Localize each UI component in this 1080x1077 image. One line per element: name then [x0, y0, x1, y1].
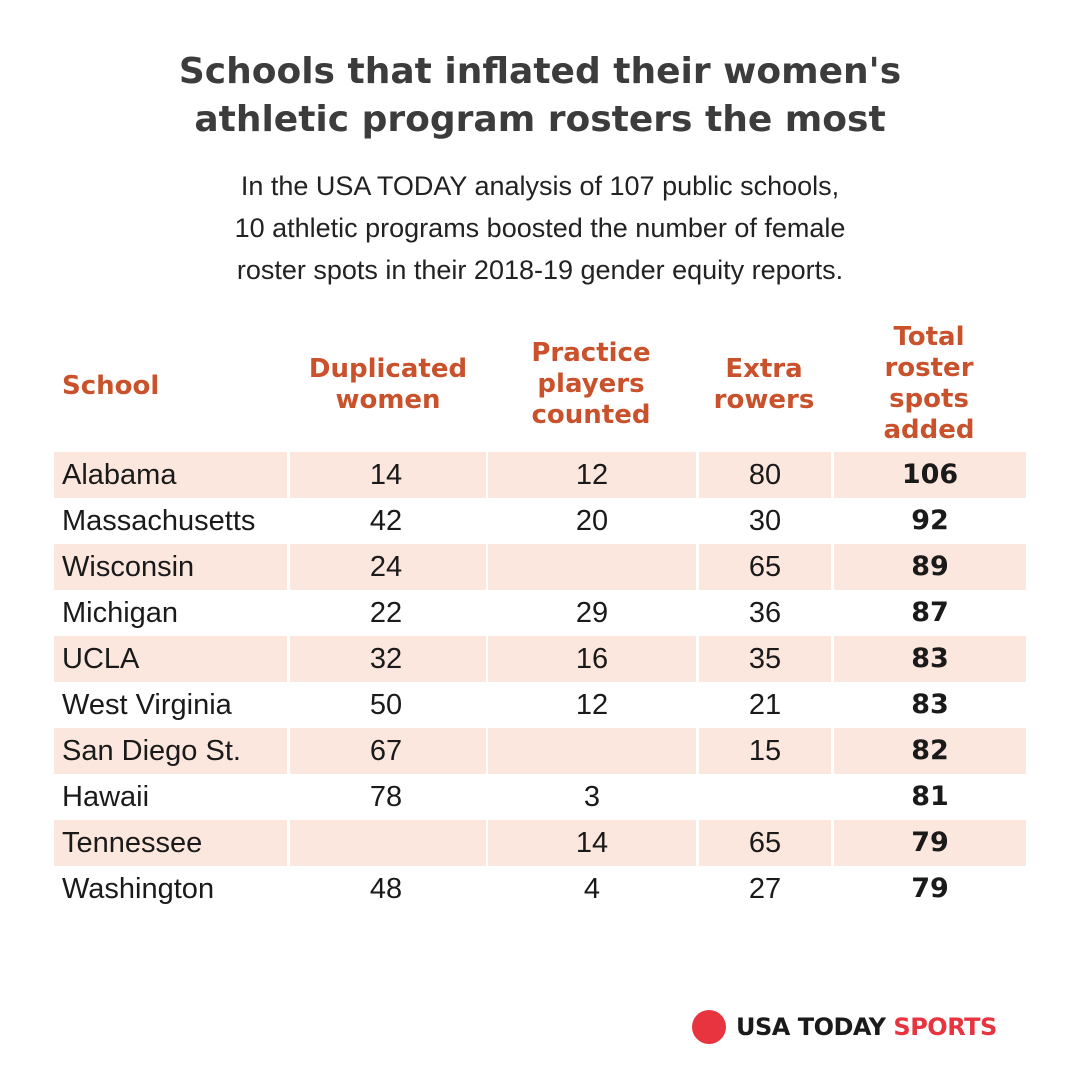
column-header-duplicated-women: Duplicated women	[290, 354, 486, 416]
table-row: Tennessee 14 65 79	[54, 820, 1026, 866]
cell-school: Massachusetts	[62, 505, 256, 537]
cell-extra-rowers: 27	[748, 873, 782, 905]
cell-extra-rowers: 30	[748, 505, 782, 537]
cell-duplicated-women: 42	[369, 505, 403, 537]
title-line: Schools that inflated their women's	[178, 51, 902, 92]
cell-extra-rowers: 80	[699, 452, 831, 498]
subtitle-line: roster spots in their 2018-19 gender equ…	[236, 255, 844, 285]
cell-extra-rowers: 65	[699, 544, 831, 590]
cell-extra-rowers: 35	[699, 636, 831, 682]
cell-duplicated-women: 67	[290, 728, 486, 774]
cell-practice-players: 3	[583, 781, 601, 813]
cell-school: Tennessee	[54, 820, 287, 866]
brand-dot-icon	[692, 1010, 726, 1044]
cell-duplicated-women	[290, 820, 486, 866]
header-line: Extra	[725, 354, 803, 384]
cell-practice-players	[488, 544, 696, 590]
cell-school: UCLA	[54, 636, 287, 682]
title-line: athletic program rosters the most	[194, 99, 886, 140]
roster-table: School Duplicated women Practice players…	[54, 322, 1026, 912]
logo-sports: SPORTS	[893, 1013, 997, 1041]
column-header-total-roster-spots: Total roster spots added	[832, 322, 1026, 446]
table-row: Michigan 22 29 36 87	[54, 590, 1026, 636]
cell-practice-players	[488, 728, 696, 774]
header-line: women	[335, 385, 441, 415]
cell-total: 79	[911, 873, 949, 904]
cell-total: 92	[911, 505, 949, 536]
cell-duplicated-women: 24	[290, 544, 486, 590]
cell-total: 106	[834, 452, 1026, 498]
subtitle-line: 10 athletic programs boosted the number …	[234, 213, 846, 243]
cell-duplicated-women: 14	[290, 452, 486, 498]
column-header-practice-players: Practice players counted	[486, 338, 696, 431]
header-line: Total	[893, 322, 965, 352]
cell-duplicated-women: 22	[369, 597, 403, 629]
chart-title: Schools that inflated their women's athl…	[0, 48, 1080, 144]
usa-today-sports-logo: USA TODAY SPORTS	[692, 1009, 997, 1045]
subtitle-line: In the USA TODAY analysis of 107 public …	[240, 171, 840, 201]
cell-total: 89	[834, 544, 1026, 590]
table-row: San Diego St. 67 15 82	[54, 728, 1026, 774]
column-header-extra-rowers: Extra rowers	[696, 354, 832, 416]
cell-total: 82	[834, 728, 1026, 774]
cell-extra-rowers: 36	[748, 597, 782, 629]
cell-school: West Virginia	[62, 689, 232, 721]
cell-practice-players: 20	[575, 505, 609, 537]
header-line: counted	[531, 400, 651, 430]
cell-extra-rowers: 15	[699, 728, 831, 774]
logo-usa-today: USA TODAY	[736, 1013, 886, 1041]
header-line: rowers	[713, 385, 815, 415]
cell-duplicated-women: 32	[290, 636, 486, 682]
header-line: Duplicated	[308, 354, 468, 384]
header-line: School	[62, 371, 160, 401]
table-row: Hawaii 78 3 81	[54, 774, 1026, 820]
cell-duplicated-women: 48	[369, 873, 403, 905]
cell-total: 83	[911, 689, 949, 720]
table-row: Alabama 14 12 80 106	[54, 452, 1026, 498]
column-header-school: School	[62, 371, 159, 402]
cell-duplicated-women: 50	[369, 689, 403, 721]
cell-extra-rowers	[699, 774, 831, 820]
cell-total: 81	[911, 781, 949, 812]
cell-practice-players: 14	[488, 820, 696, 866]
cell-extra-rowers: 21	[748, 689, 782, 721]
cell-practice-players: 16	[488, 636, 696, 682]
cell-duplicated-women: 78	[369, 781, 403, 813]
header-line: players	[537, 369, 645, 399]
cell-practice-players: 29	[575, 597, 609, 629]
cell-practice-players: 12	[575, 689, 609, 721]
cell-school: Washington	[62, 873, 215, 905]
table-row: Massachusetts 42 20 30 92	[54, 498, 1026, 544]
table-row: Wisconsin 24 65 89	[54, 544, 1026, 590]
logo-text: USA TODAY SPORTS	[736, 1013, 997, 1041]
cell-school: Hawaii	[62, 781, 150, 813]
table-row: West Virginia 50 12 21 83	[54, 682, 1026, 728]
chart-subtitle: In the USA TODAY analysis of 107 public …	[0, 165, 1080, 291]
cell-practice-players: 4	[583, 873, 601, 905]
cell-school: San Diego St.	[54, 728, 287, 774]
cell-school: Alabama	[54, 452, 287, 498]
table-row: UCLA 32 16 35 83	[54, 636, 1026, 682]
cell-school: Michigan	[62, 597, 179, 629]
table-header: School Duplicated women Practice players…	[54, 322, 1026, 452]
cell-total: 87	[911, 597, 949, 628]
header-line: Practice	[531, 338, 651, 368]
cell-school: Wisconsin	[54, 544, 287, 590]
header-line: added	[883, 415, 975, 445]
cell-total: 79	[834, 820, 1026, 866]
cell-total: 83	[834, 636, 1026, 682]
cell-practice-players: 12	[488, 452, 696, 498]
header-line: roster	[884, 353, 974, 383]
header-line: spots	[889, 384, 969, 414]
table-row: Washington 48 4 27 79	[54, 866, 1026, 912]
cell-extra-rowers: 65	[699, 820, 831, 866]
